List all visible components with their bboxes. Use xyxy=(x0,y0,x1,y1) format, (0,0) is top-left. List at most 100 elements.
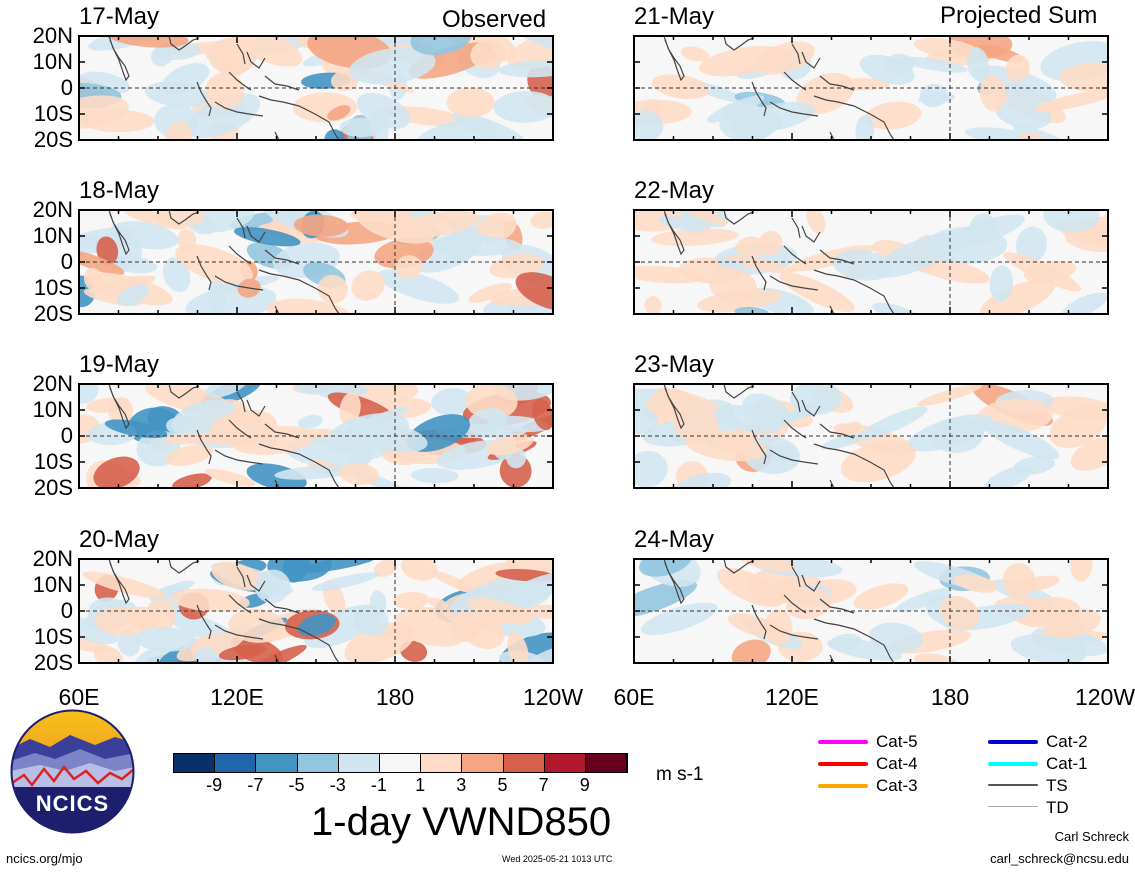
map-panel xyxy=(78,383,554,489)
wind-anomaly-blob xyxy=(493,91,553,123)
wind-anomaly-blob xyxy=(677,210,728,226)
wind-anomaly-blob xyxy=(450,610,483,642)
wind-anomaly-blob xyxy=(857,406,928,440)
wind-anomaly-blob xyxy=(187,93,261,139)
wind-anomaly-blob xyxy=(205,384,250,398)
map-panel xyxy=(633,558,1109,664)
map-panel xyxy=(78,35,554,141)
wind-anomaly-blob xyxy=(634,406,659,435)
wind-anomaly-blob xyxy=(680,46,710,62)
wind-anomaly-blob xyxy=(433,235,523,256)
ncics-logo: NCICS xyxy=(10,709,135,834)
latitude-label: 20N xyxy=(32,546,73,571)
wind-anomaly-blob xyxy=(176,630,245,662)
wind-anomaly-blob xyxy=(353,604,389,636)
wind-anomaly-blob xyxy=(1049,406,1107,448)
latitude-label: 10S xyxy=(33,275,73,300)
wind-anomaly-blob xyxy=(489,572,553,613)
wind-anomaly-blob xyxy=(431,388,473,416)
wind-anomaly-blob xyxy=(393,591,430,610)
latitude-label: 0 xyxy=(60,75,73,100)
wind-anomaly-blob xyxy=(1002,563,1036,599)
wind-anomaly-blob xyxy=(1043,210,1100,233)
projected-date-label: 22-May xyxy=(634,177,715,204)
wind-anomaly-blob xyxy=(723,255,795,274)
wind-anomaly-blob xyxy=(736,101,815,133)
latitude-label: 10N xyxy=(32,397,73,422)
map-panel xyxy=(633,209,1109,315)
wind-anomaly-blob xyxy=(83,267,104,292)
wind-anomaly-blob xyxy=(327,105,351,121)
colorbar-swatch xyxy=(174,754,216,772)
wind-anomaly-blob xyxy=(228,608,286,643)
wind-anomaly-blob xyxy=(215,42,252,77)
wind-anomaly-blob xyxy=(79,616,119,644)
footer-author: Carl Schreck xyxy=(1054,829,1129,844)
wind-anomaly-blob xyxy=(468,283,513,303)
wind-anomaly-blob xyxy=(394,606,470,647)
wind-anomaly-blob xyxy=(897,56,968,73)
wind-anomaly-blob xyxy=(476,212,517,243)
footer-url: ncics.org/mjo xyxy=(6,851,83,866)
wind-anomaly-blob xyxy=(965,127,1042,140)
colorbar xyxy=(173,753,628,773)
wind-anomaly-blob xyxy=(717,567,784,607)
latitude-label: 0 xyxy=(60,423,73,448)
wind-anomaly-blob xyxy=(1070,436,1108,471)
wind-anomaly-blob xyxy=(1015,226,1047,264)
colorbar-tick-label: -3 xyxy=(329,775,346,795)
longitude-label: 120E xyxy=(765,684,819,710)
colorbar-tick-label: -9 xyxy=(206,775,223,795)
colorbar-tick-label: 3 xyxy=(456,775,467,795)
wind-anomaly-blob xyxy=(427,597,448,610)
latitude-label: 10S xyxy=(33,449,73,474)
wind-anomaly-blob xyxy=(634,109,664,140)
legend-line xyxy=(818,784,868,788)
wind-anomaly-blob xyxy=(394,210,480,239)
wind-anomaly-blob xyxy=(146,598,176,632)
wind-anomaly-blob xyxy=(339,462,379,485)
logo-text: NCICS xyxy=(35,791,110,816)
colorbar-swatch xyxy=(421,754,463,772)
wind-anomaly-blob xyxy=(339,392,361,425)
wind-anomaly-blob xyxy=(170,588,250,612)
observed-date-label: 20-May xyxy=(79,526,160,553)
wind-anomaly-blob xyxy=(731,639,771,663)
wind-anomaly-blob xyxy=(400,559,438,581)
longitude-label: 120W xyxy=(522,684,584,710)
colorbar-swatch xyxy=(338,754,380,772)
latitude-label: 20N xyxy=(32,197,73,222)
wind-anomaly-blob xyxy=(738,559,797,572)
projected-date-label: 21-May xyxy=(634,3,715,30)
colorbar-swatch xyxy=(297,754,339,772)
wind-anomaly-blob xyxy=(410,467,459,484)
wind-anomaly-blob xyxy=(980,279,1055,314)
wind-anomaly-blob xyxy=(105,36,189,48)
legend-label: TD xyxy=(1046,798,1069,817)
wind-anomaly-blob xyxy=(530,211,553,229)
wind-anomaly-blob xyxy=(507,632,529,663)
wind-anomaly-blob xyxy=(354,421,428,453)
wind-anomaly-blob xyxy=(989,265,1013,302)
wind-anomaly-blob xyxy=(758,230,783,256)
wind-anomaly-blob xyxy=(254,569,291,604)
footer-timestamp: Wed 2025-05-21 1013 UTC xyxy=(502,854,613,864)
latitude-label: 10S xyxy=(33,624,73,649)
wind-anomaly-blob xyxy=(297,613,336,637)
wind-anomaly-blob xyxy=(204,468,256,487)
wind-anomaly-blob xyxy=(717,257,745,272)
wind-anomaly-blob xyxy=(96,236,119,265)
wind-anomaly-blob xyxy=(953,574,999,593)
colorbar-swatch xyxy=(503,754,545,772)
longitude-label: 180 xyxy=(930,684,970,710)
legend-label: Cat-2 xyxy=(1046,732,1088,751)
legend-line xyxy=(818,762,868,766)
wind-anomaly-blob xyxy=(339,117,383,138)
longitude-label: 180 xyxy=(375,684,415,710)
wind-anomaly-blob xyxy=(995,97,1052,130)
wind-anomaly-blob xyxy=(806,210,826,234)
wind-anomaly-blob xyxy=(796,72,855,115)
wind-anomaly-blob xyxy=(489,253,545,279)
wind-anomaly-blob xyxy=(706,95,765,123)
wind-anomaly-blob xyxy=(982,420,1060,460)
